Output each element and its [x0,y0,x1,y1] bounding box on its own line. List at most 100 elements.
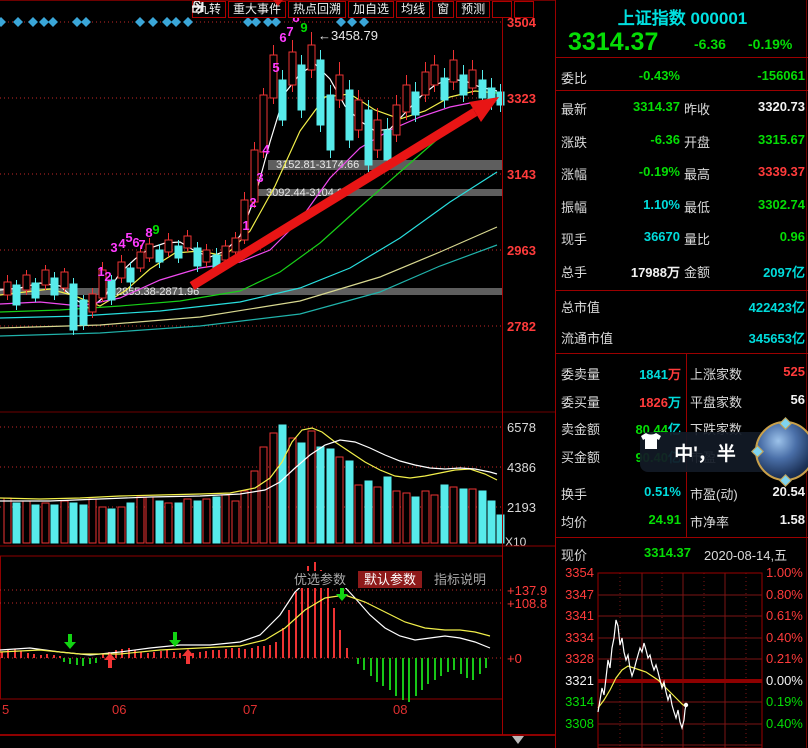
indicator-param-buttons: 优选参数 默认参数 指标说明 [288,571,493,588]
event-diamond-icon [263,17,273,27]
stat-label: 委买量 [561,395,601,410]
collapse-panel-arrow-icon[interactable] [512,736,524,744]
kline-panel: 350433233143296327823152.81-3174.663092.… [0,10,537,337]
volume-panel: 6578 4386 2193 X10 [0,411,555,549]
svg-text:2855.38-2871.96: 2855.38-2871.96 [116,286,199,298]
svg-text:08: 08 [393,702,407,717]
row-label: 涨幅 [561,167,588,182]
event-diamond-icon [243,17,253,27]
peak-price-label: ←3458.79 [318,28,378,43]
svg-text:6: 6 [132,235,139,250]
current-price-value: 3314.37 [644,545,691,560]
sell-signal-arrow-icon [64,634,76,649]
stat-value: 1.58 [779,512,805,527]
stat-value: 24.91 [648,512,681,527]
svg-text:3152.81-3174.66: 3152.81-3174.66 [276,159,359,171]
stat-label: 买金额 [561,450,601,465]
last-price-dot [683,702,689,708]
svg-text:1: 1 [97,264,104,279]
event-diamond-icon [135,17,145,27]
svg-text:3308: 3308 [565,716,594,731]
row-label: 最高 [684,167,711,182]
svg-text:4386: 4386 [507,460,536,475]
svg-text:3354: 3354 [565,565,594,580]
toolbar-item-major-events[interactable]: 重大事件 [228,1,287,18]
stat-label: 市净率 [690,515,730,530]
svg-text:0.80%: 0.80% [766,587,803,602]
jump-right-icon[interactable] [192,1,535,18]
index-name-code: 上证指数 000001 [617,9,748,28]
svg-text:6578: 6578 [507,420,536,435]
row-label: 最低 [684,199,711,215]
svg-text:0.00%: 0.00% [766,673,803,688]
stat-value: 0.51% [644,484,681,499]
svg-text:2: 2 [249,195,256,210]
row-value: 17988万 [630,264,680,280]
toolbar-item-ma-lines[interactable]: 均线 [396,1,431,18]
toolbar-item-forecast[interactable]: 预测 [456,1,491,18]
indicator-help-button[interactable]: 指标说明 [428,571,493,588]
svg-text:5: 5 [125,230,132,245]
quote-panel: 上证指数 000001 3314.37 -6.36 -0.19% 委比 -0.4… [555,0,808,748]
svg-text:1: 1 [242,218,249,233]
toolbar-item-window[interactable]: 窗 [432,1,455,18]
event-diamond-icon [148,17,158,27]
event-diamond-icon [171,17,181,27]
svg-text:5: 5 [2,702,9,717]
event-diamond-icon [0,17,6,27]
weibi-label: 委比 [561,71,588,86]
svg-text:0.40%: 0.40% [766,630,803,645]
row-value: 3315.67 [758,131,805,147]
stat-value: 1841万 [639,367,681,382]
weicha-value: -156061 [757,68,805,83]
chart-toolbar: 九转 重大事件 热点回溯 加自选 均线 窗 预测 [192,1,535,18]
svg-text:4: 4 [262,142,270,157]
row-value: -6.36 [650,131,680,147]
svg-text:9: 9 [152,222,159,237]
event-diamond-icon [251,17,261,27]
float-mktcap-label: 流通市值 [561,331,614,346]
row-value: 0.96 [779,229,805,244]
toolbar-item-add-watchlist[interactable]: 加自选 [348,1,395,18]
weibi-value: -0.43% [638,68,680,83]
svg-text:+137.9: +137.9 [507,583,547,598]
event-diamond-icon [336,17,346,27]
candlestick-series [3,32,505,335]
stat-label: 平盘家数 [690,395,743,410]
svg-text:3323: 3323 [507,91,536,106]
trend-arrow [189,97,499,290]
svg-text:0.19%: 0.19% [766,694,803,709]
toolbar-item-nine-turn[interactable]: 九转 [192,1,227,18]
row-label: 振幅 [561,199,588,215]
event-diamond-icon [72,17,82,27]
total-mktcap-label: 总市值 [561,300,601,315]
row-label: 总手 [561,264,588,280]
row-label: 涨跌 [561,134,588,150]
row-value: -0.19% [638,164,680,179]
stat-label: 卖金额 [561,422,601,437]
watermark-overlay: 中'，半 [637,417,808,487]
left-chart-area: 350433233143296327823152.81-3174.663092.… [0,0,555,736]
svg-text:4: 4 [118,236,126,251]
last-price: 3314.37 [568,28,659,56]
trade-date: 2020-08-14,五 [704,548,788,563]
row-value: 1.10% [643,196,680,212]
svg-text:5: 5 [272,60,279,75]
row-label: 金额 [684,264,711,280]
stat-label: 上涨家数 [690,367,743,382]
row-value: 3302.74 [758,196,805,212]
lock-open-icon[interactable] [192,1,513,18]
preferred-params-button[interactable]: 优选参数 [288,571,353,588]
svg-text:+0: +0 [507,651,522,666]
sell-signal-arrow-icon [336,586,348,601]
svg-text:3347: 3347 [565,587,594,602]
watermark-pill: 中'，半 [640,432,770,472]
svg-text:6: 6 [279,30,286,45]
stat-value: 20.54 [772,484,805,499]
row-value: 2097亿 [763,264,805,280]
macd-panel: +137.9+108.8 +0 5 06 07 08 [0,8,555,736]
event-diamond-icon [28,17,38,27]
toolbar-item-hotspot-review[interactable]: 热点回溯 [288,1,347,18]
svg-text:0.40%: 0.40% [766,716,803,731]
default-params-button[interactable]: 默认参数 [358,571,423,588]
